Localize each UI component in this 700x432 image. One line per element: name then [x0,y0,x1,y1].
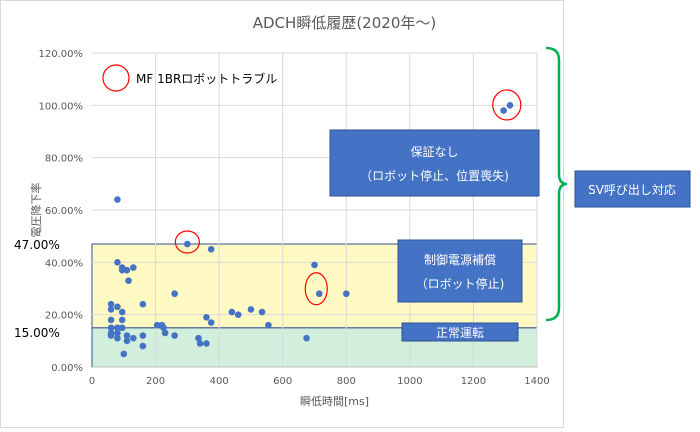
data-point [107,332,115,339]
data-point [130,264,137,271]
data-point [107,300,115,308]
y-tick-label: 40.00% [45,258,83,269]
data-point [506,102,514,109]
data-point [265,321,272,329]
data-point [171,290,178,298]
data-point [114,334,121,342]
data-point [153,321,161,329]
data-point [125,277,132,284]
x-tick-label: 1400 [524,376,549,387]
threshold-label-15: 15.00% [14,326,60,340]
control-power-box-text: 制御電源補償 [424,252,496,267]
normal-operation-box [401,322,519,342]
threshold-label-47: 47.00% [14,238,60,252]
data-point [139,332,147,339]
data-point [139,300,147,308]
y-tick-label: 20.00% [45,311,83,322]
data-point [114,259,121,266]
data-point [107,316,115,324]
data-point [500,107,507,114]
data-point [107,324,115,332]
data-point [207,245,215,253]
data-point [114,329,121,337]
x-tick-label: 800 [337,376,356,387]
data-point [315,290,323,298]
data-point [107,306,115,313]
data-point [114,303,121,311]
data-point [160,324,167,332]
data-point [161,329,169,337]
chart-title: ADCH瞬低履歴(2020年～) [253,14,436,32]
data-point [196,340,204,347]
data-point [118,316,126,324]
x-tick-label: 0 [89,376,95,387]
highlight-oval [492,89,522,121]
y-tick-label: 80.00% [45,154,83,165]
data-point [184,240,191,248]
data-point [118,266,126,274]
highlight-oval [174,230,200,254]
data-point [258,308,266,316]
no-guarantee-box-text: （ロボット停止、位置喪失) [360,168,509,183]
no-guarantee-box [329,129,540,197]
data-point [228,308,236,316]
control-power-box-text: （ロボット停止) [416,276,505,291]
data-point [118,308,126,316]
x-tick-label: 200 [146,376,165,387]
y-tick-label: 0.00% [51,363,83,374]
normal-operation-box-text: 正常運転 [436,326,484,340]
y-tick-label: 60.00% [45,206,83,217]
no-guarantee-box-text: 保証なし [410,145,458,159]
data-point [342,290,350,298]
data-point [130,334,137,342]
data-point [195,334,202,342]
y-tick-label: 120.00% [39,49,84,60]
y-axis-label: 電圧降下率 [29,183,43,238]
data-point [303,334,310,342]
data-point [123,337,131,345]
data-point [203,313,210,321]
data-point [234,311,242,318]
data-point [123,332,131,339]
x-axis-label: 瞬低時間[ms] [300,395,369,408]
highlight-oval [304,272,328,306]
sv-call-box [574,170,691,208]
sv-call-label: SV呼び出し対応 [588,183,676,197]
data-point [207,319,215,326]
data-point [120,350,128,358]
legend-label: MF 1BRロボットトラブル [136,71,277,86]
data-point [114,324,121,332]
data-point [171,332,178,339]
data-point [247,306,255,313]
y-tick-label: 100.00% [39,101,84,112]
data-point [114,196,121,203]
x-tick-label: 400 [210,376,229,387]
legend-oval [102,64,130,92]
control-power-box [397,239,523,303]
x-tick-label: 600 [273,376,292,387]
data-point [118,324,126,332]
x-tick-label: 1000 [397,376,422,387]
bracket [545,46,568,322]
data-point [203,340,210,347]
data-point [311,261,318,269]
data-point [123,266,131,274]
x-tick-label: 1200 [461,376,486,387]
data-point [139,342,147,350]
